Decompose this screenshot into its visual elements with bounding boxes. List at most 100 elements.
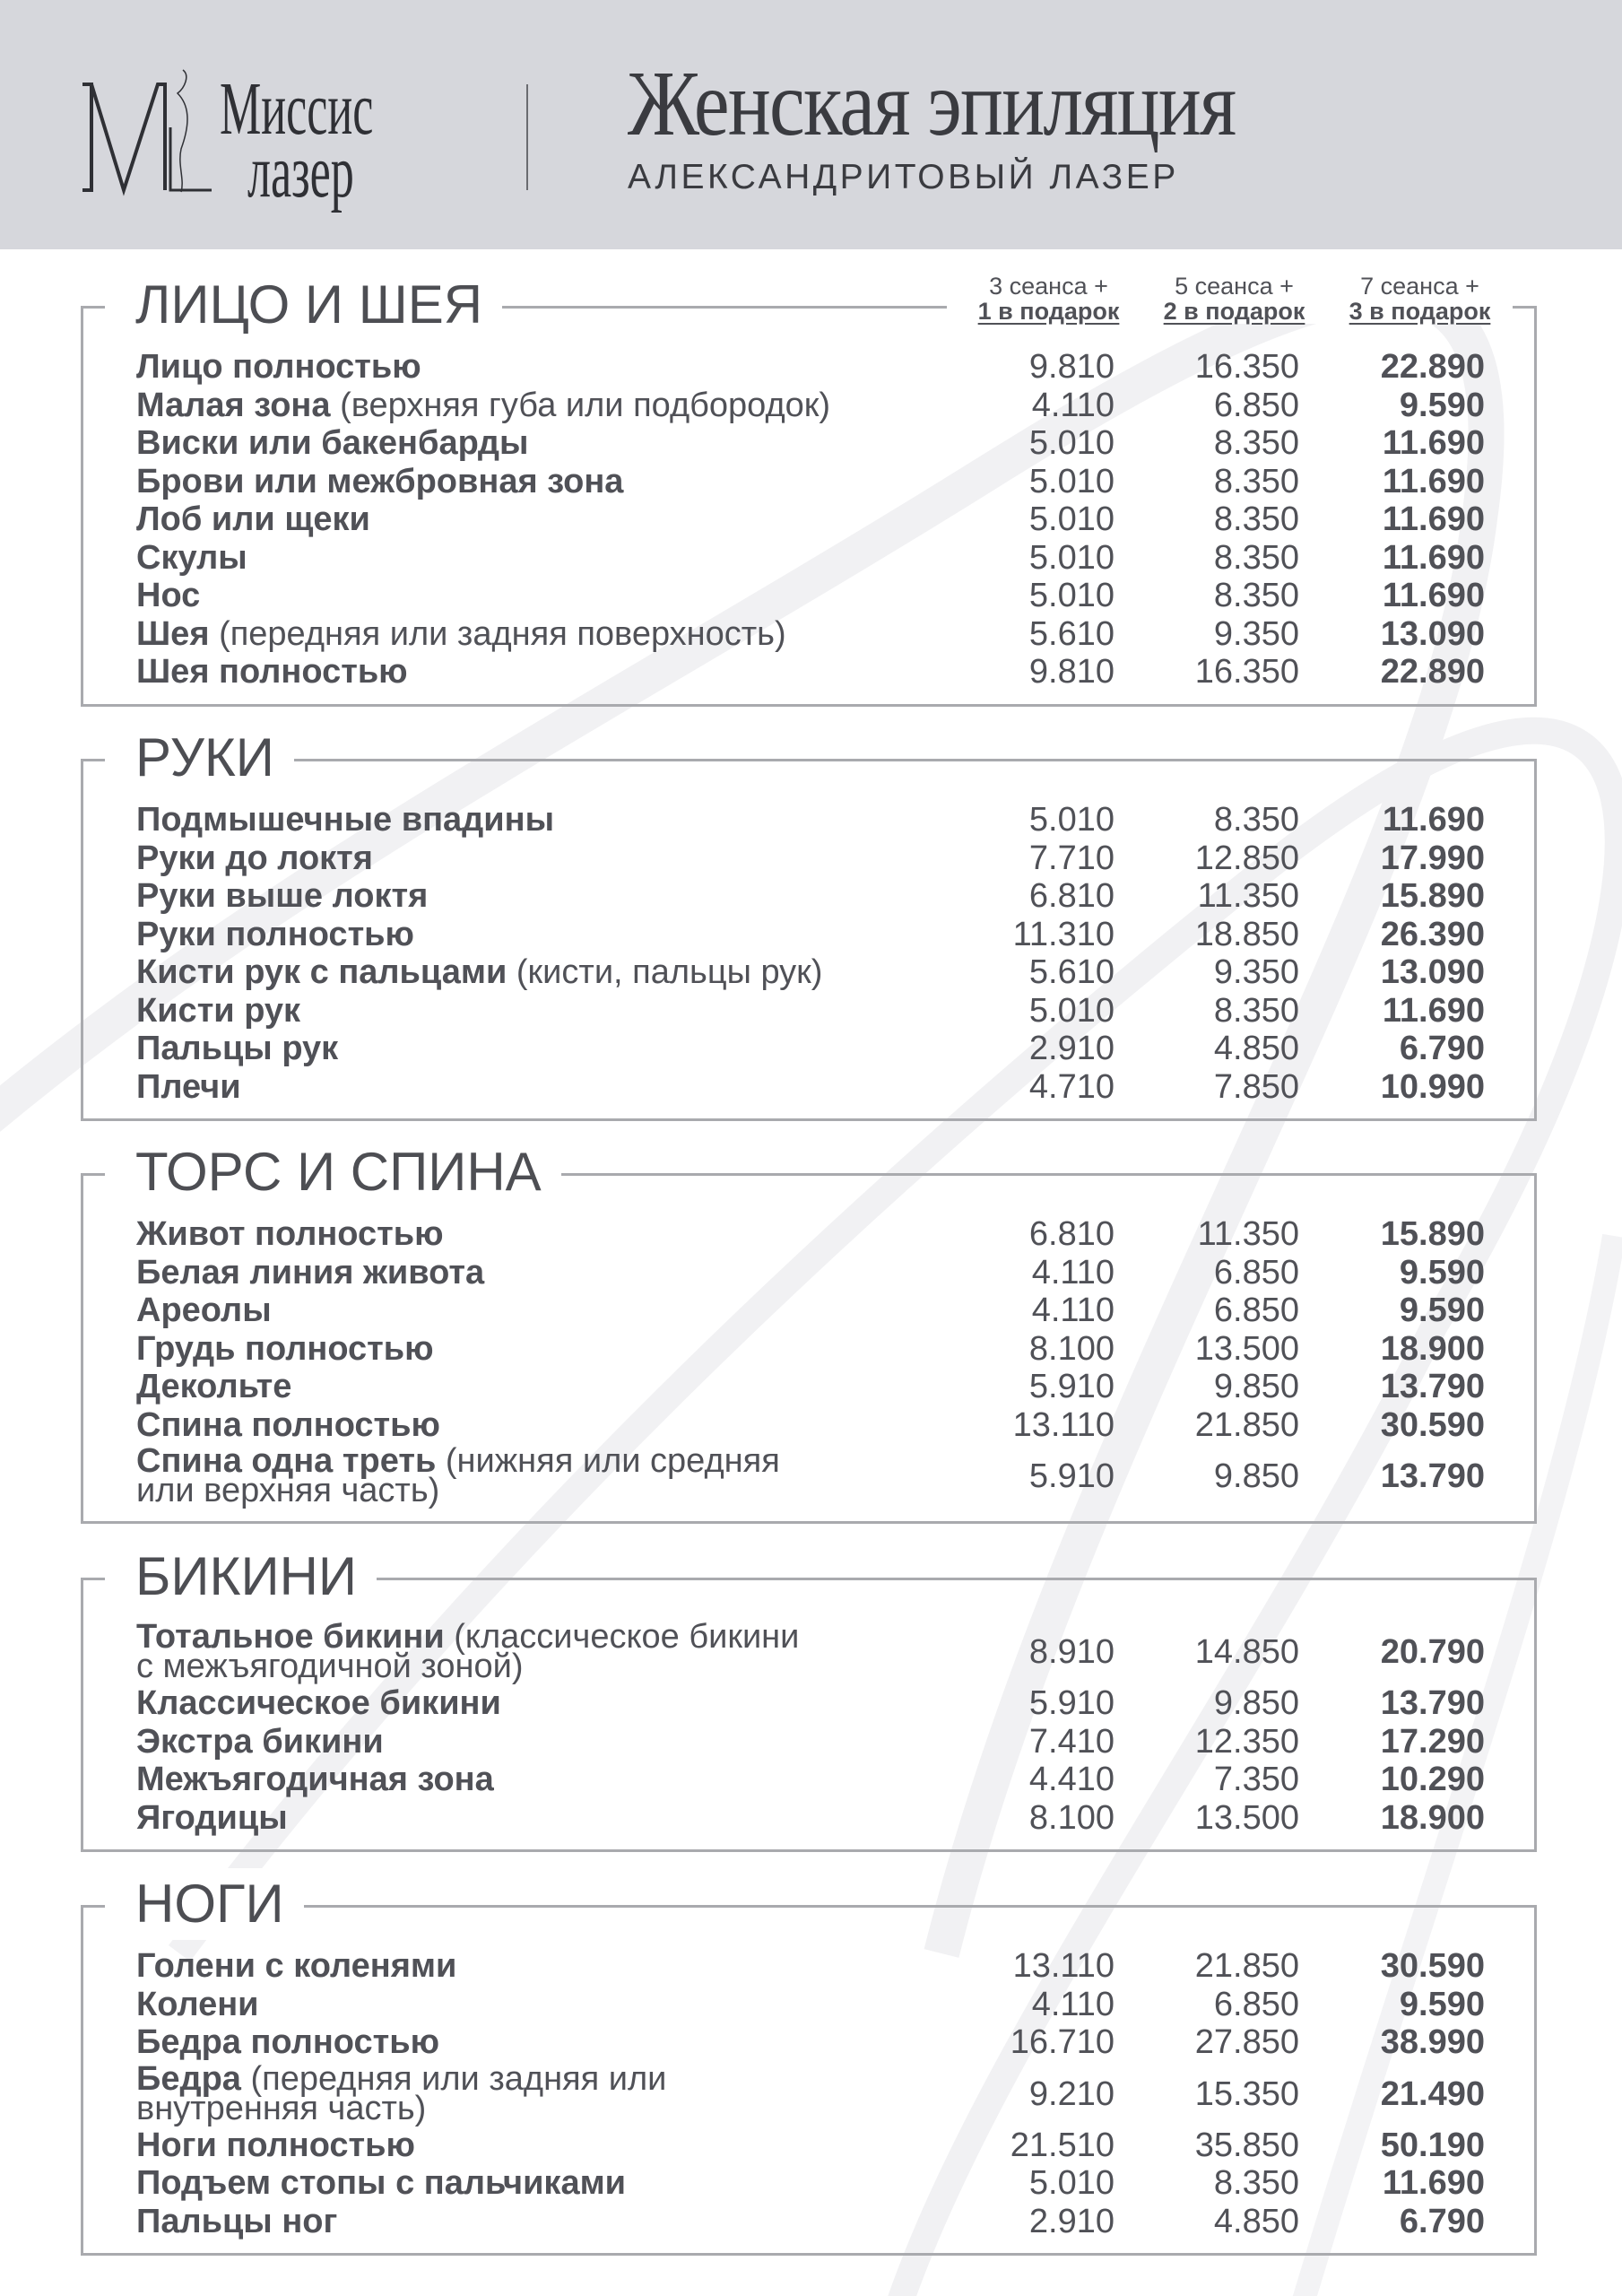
service-name: Живот полностью [136, 1215, 444, 1254]
price-row: Лицо полностью 9.810 16.350 22.890 [83, 348, 1534, 387]
price-5-sessions: 4.850 [1213, 1030, 1299, 1067]
price-row: Ягодицы 8.100 13.500 18.900 [83, 1799, 1534, 1838]
price-7-sessions: 13.790 [1380, 1457, 1485, 1495]
service-name: Колени [136, 1986, 259, 2024]
service-name: Пальцы рук [136, 1030, 338, 1068]
price-3-sessions: 9.210 [1028, 2074, 1115, 2113]
price-5-sessions: 13.500 [1194, 1798, 1299, 1837]
price-row: Брови или межбровная зона 5.010 8.350 11.69… [83, 463, 1534, 501]
price-7-sessions: 15.890 [1380, 1215, 1485, 1253]
price-3-sessions: 5.910 [1028, 1684, 1115, 1722]
price-3-sessions: 9.810 [1028, 348, 1115, 386]
price-row: Голени с коленями 13.110 21.850 30.590 [83, 1947, 1534, 1986]
price-5-sessions: 8.350 [1213, 500, 1299, 538]
service-title: Ягодицы [136, 1798, 288, 1837]
column-header-gift: 2 в подарок [1163, 298, 1305, 325]
logo-text-line2: лазер [247, 130, 354, 213]
service-title: Межъягодичная зона [136, 1761, 494, 1798]
price-row: Колени 4.110 6.850 9.590 [83, 1986, 1534, 2024]
service-title: Колени [136, 1985, 259, 2023]
price-7-sessions: 6.790 [1399, 2202, 1485, 2240]
header-divider [526, 84, 528, 190]
service-name: Декольте [136, 1368, 291, 1406]
price-row: Малая зона (верхняя губа или подбородок)… [83, 387, 1534, 425]
price-7-sessions: 9.590 [1399, 386, 1485, 424]
price-7-sessions: 38.990 [1380, 2023, 1485, 2061]
price-3-sessions: 8.100 [1028, 1329, 1115, 1368]
price-7-sessions: 30.590 [1380, 1405, 1485, 1444]
price-row: Шея (передняя или задняя поверхность) 5.6… [83, 615, 1534, 654]
service-name: Лицо полностью [136, 348, 421, 387]
price-7-sessions: 26.390 [1380, 915, 1485, 953]
price-7-sessions: 10.290 [1380, 1761, 1485, 1798]
service-title: Шея [136, 614, 210, 653]
service-title: Тотальное бикини [136, 1618, 445, 1656]
service-title: Руки выше локтя [136, 877, 429, 915]
price-5-sessions: 7.350 [1213, 1761, 1299, 1798]
service-name: Спина полностью [136, 1406, 440, 1445]
price-row: Тотальное бикини (классическое бикини с … [83, 1620, 1534, 1684]
service-title: Бедра полностью [136, 2023, 440, 2061]
service-title: Пальцы ног [136, 2202, 338, 2240]
price-row: Руки выше локтя 6.810 11.350 15.890 [83, 877, 1534, 916]
price-3-sessions: 4.110 [1031, 1985, 1115, 2023]
section-title: ТОРС И СПИНА [105, 1136, 561, 1208]
price-7-sessions: 9.590 [1399, 1985, 1485, 2023]
price-3-sessions: 5.010 [1028, 500, 1115, 538]
price-7-sessions: 15.890 [1380, 877, 1485, 915]
service-title: Экстра бикини [136, 1722, 384, 1761]
price-7-sessions: 17.990 [1380, 839, 1485, 877]
price-5-sessions: 18.850 [1194, 915, 1299, 953]
price-row: Межъягодичная зона 4.410 7.350 10.290 [83, 1761, 1534, 1799]
price-row: Декольте 5.910 9.850 13.790 [83, 1368, 1534, 1406]
price-row: Руки до локтя 7.710 12.850 17.990 [83, 839, 1534, 878]
price-3-sessions: 4.410 [1028, 1761, 1115, 1798]
price-section: РУКИ Подмышечные впадины 5.010 8.350 11.690 Р… [81, 722, 1537, 1121]
service-name: Ягодицы [136, 1799, 288, 1838]
price-row: Бедра (передняя или задняя или внутрення… [83, 2062, 1534, 2126]
service-name: Бедра (передняя или задняя или внутрення… [136, 2062, 666, 2126]
price-5-sessions: 6.850 [1213, 1292, 1299, 1329]
column-header-sessions: 7 сеанса + [1360, 273, 1479, 300]
price-7-sessions: 13.790 [1380, 1368, 1485, 1405]
price-row: Спина одна треть (нижняя или средняя или… [83, 1444, 1534, 1509]
price-7-sessions: 17.290 [1380, 1722, 1485, 1761]
price-7-sessions: 11.690 [1382, 801, 1485, 839]
service-title: Голени с коленями [136, 1947, 457, 1985]
price-3-sessions: 4.110 [1031, 386, 1115, 424]
service-title: Декольте [136, 1368, 292, 1405]
price-7-sessions: 13.790 [1380, 1684, 1485, 1722]
service-title: Пальцы рук [136, 1030, 339, 1067]
price-7-sessions: 9.590 [1399, 1292, 1485, 1329]
column-header: 7 сеанса +3 в подарок [1327, 274, 1513, 324]
price-3-sessions: 4.110 [1031, 1253, 1115, 1292]
service-title: Грудь полностью [136, 1329, 434, 1368]
service-name: Белая линия живота [136, 1254, 484, 1292]
price-5-sessions: 15.350 [1194, 2074, 1299, 2113]
service-name: Тотальное бикини (классическое бикини с … [136, 1620, 799, 1683]
price-3-sessions: 8.910 [1028, 1633, 1115, 1671]
service-name: Грудь полностью [136, 1330, 434, 1369]
price-7-sessions: 30.590 [1380, 1947, 1485, 1985]
price-row: Руки полностью 11.310 18.850 26.390 [83, 916, 1534, 954]
brand-logo: Миссис лазер [77, 66, 454, 219]
service-name: Кисти рук [136, 992, 300, 1031]
service-title: Подмышечные впадины [136, 801, 555, 839]
price-5-sessions: 11.350 [1197, 1215, 1299, 1253]
price-section: НОГИ Голени с коленями 13.110 21.850 30.590 К… [81, 1868, 1537, 2256]
price-5-sessions: 11.350 [1197, 877, 1299, 915]
price-7-sessions: 11.690 [1382, 2164, 1485, 2202]
service-title: Подъем стопы с пальчиками [136, 2164, 627, 2202]
price-row: Бедра полностью 16.710 27.850 38.990 [83, 2023, 1534, 2062]
service-title: Ноги полностью [136, 2126, 415, 2164]
price-3-sessions: 5.010 [1028, 801, 1115, 839]
price-7-sessions: 13.090 [1380, 614, 1485, 653]
price-7-sessions: 11.690 [1382, 500, 1485, 538]
price-row: Классическое бикини 5.910 9.850 13.790 [83, 1684, 1534, 1723]
price-5-sessions: 16.350 [1194, 653, 1299, 691]
price-3-sessions: 5.910 [1028, 1368, 1115, 1405]
price-row: Шея полностью 9.810 16.350 22.890 [83, 653, 1534, 691]
price-3-sessions: 16.710 [1010, 2023, 1115, 2061]
price-5-sessions: 13.500 [1194, 1329, 1299, 1368]
service-title: Белая линия живота [136, 1253, 485, 1292]
